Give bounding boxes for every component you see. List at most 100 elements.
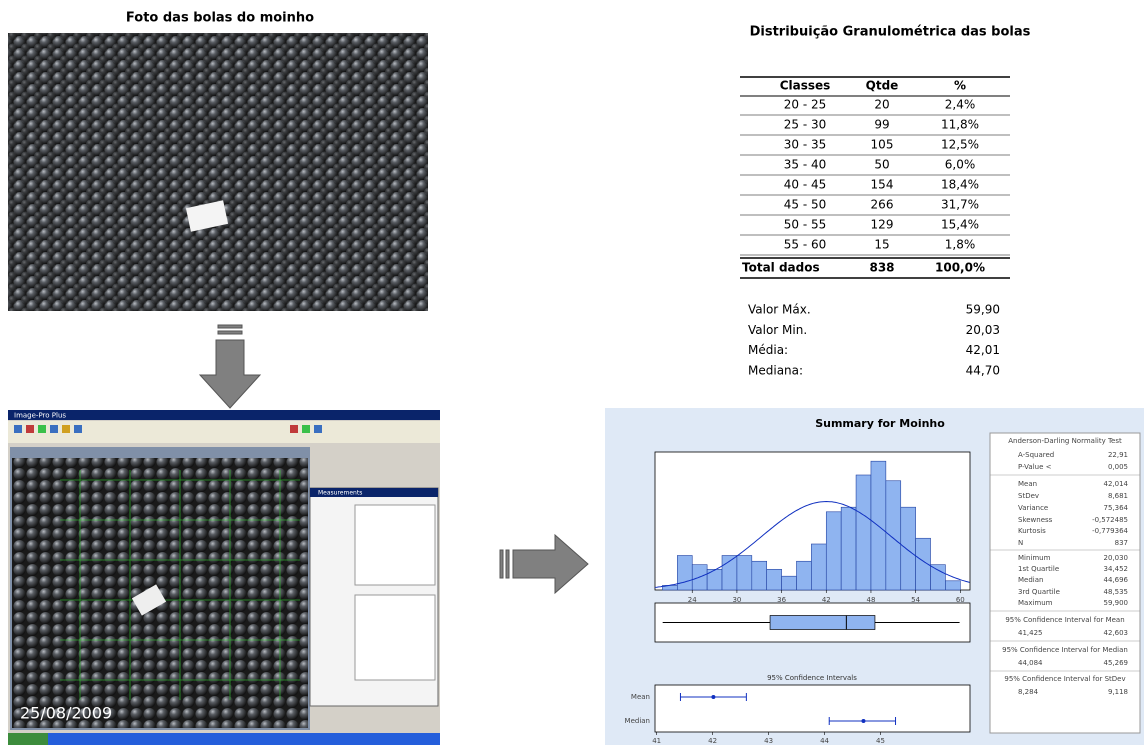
ci-frame [654, 684, 971, 733]
x-tick-label: 60 [956, 596, 965, 604]
histogram-bar [930, 564, 946, 591]
stat-value: 42,01 [966, 343, 1000, 357]
stats-text: 45,269 [1104, 659, 1129, 667]
x-tick-label: 54 [911, 596, 920, 604]
table-cell: 266 [871, 198, 894, 212]
table-cell: 11,8% [941, 118, 979, 132]
x-tick-label: 48 [866, 596, 875, 604]
stats-text: 837 [1115, 539, 1128, 547]
stats-text: 44,696 [1104, 576, 1129, 584]
histogram-bar [781, 575, 797, 591]
ci-label: Median [625, 717, 650, 725]
table-cell: 45 - 50 [784, 198, 827, 212]
normal-curve [654, 500, 970, 588]
x-tick-label: 42 [822, 596, 831, 604]
stats-text: Kurtosis [1018, 527, 1046, 535]
table-cell: 55 - 60 [784, 238, 827, 252]
summary-title: Summary for Moinho [815, 417, 945, 430]
table-cell: 25 - 30 [784, 118, 827, 132]
table-cell: 15,4% [941, 218, 979, 232]
stats-text: 9,118 [1108, 688, 1128, 696]
stats-text: 75,364 [1104, 504, 1129, 512]
histogram-bar [855, 474, 872, 591]
down-arrow [198, 324, 262, 409]
histogram-bar [811, 543, 827, 591]
stat-value: 44,70 [966, 363, 1000, 377]
stat-label: Valor Min. [748, 323, 807, 337]
stats-text: 8,284 [1018, 688, 1039, 696]
stats-text: 22,91 [1108, 451, 1128, 459]
table-cell: 31,7% [941, 198, 979, 212]
table-cell: 12,5% [941, 138, 979, 152]
stats-text: N [1018, 539, 1023, 547]
table-cell: 1,8% [945, 238, 976, 252]
photo-title: Foto das bolas do moinho [126, 11, 314, 26]
x-tick-label: 24 [688, 596, 697, 604]
stats-text: -0,572485 [1092, 516, 1128, 524]
table-header: % [954, 79, 966, 93]
x-tick-label: 43 [764, 737, 773, 745]
table-cell: 20 [874, 98, 889, 112]
stats-text: 1st Quartile [1018, 565, 1059, 573]
histogram-bar [766, 568, 782, 591]
table-cell: 20 - 25 [784, 98, 827, 112]
stats-text: 95% Confidence Interval for StDev [1004, 675, 1125, 683]
stats-text: P-Value < [1018, 463, 1052, 471]
ci-label: Mean [631, 693, 650, 701]
table-cell: 50 [874, 158, 889, 172]
x-tick-label: 45 [876, 737, 885, 745]
stats-text: 3rd Quartile [1018, 588, 1060, 596]
stats-text: 95% Confidence Interval for Median [1002, 646, 1128, 654]
table-cell: 40 - 45 [784, 178, 827, 192]
box [769, 615, 876, 630]
stats-text: 41,425 [1018, 629, 1043, 637]
histogram-bar [945, 580, 961, 591]
table: Classes Qtde % 20 - 25 20 2,4% 25 - 30 99 11,8% 3… [740, 76, 1010, 377]
ci-point [711, 695, 716, 699]
stats-text: Median [1018, 576, 1043, 584]
table-total: 838 [869, 261, 894, 275]
histogram-bar [796, 560, 812, 591]
photo-label [185, 200, 229, 232]
x-tick-label: 36 [777, 596, 786, 604]
table-cell: 105 [871, 138, 894, 152]
table-header: Qtde [866, 79, 899, 93]
photo-texture [8, 33, 428, 311]
x-tick-label: 41 [652, 737, 661, 745]
stats-text: Anderson-Darling Normality Test [1008, 437, 1122, 445]
stats-text: StDev [1018, 492, 1039, 500]
table-cell: 35 - 40 [784, 158, 827, 172]
app-title: Image-Pro Plus [14, 412, 66, 420]
stats-text: 95% Confidence Interval for Mean [1005, 616, 1124, 624]
table-cell: 2,4% [945, 98, 976, 112]
x-tick-label: 44 [820, 737, 829, 745]
screenshot: Image-Pro Plus 25/08/2009 Measurements [8, 410, 440, 745]
stats-text: Skewness [1018, 516, 1053, 524]
histogram-bar [736, 555, 753, 591]
stats-panel [989, 432, 1141, 734]
stats-text: 0,005 [1108, 463, 1128, 471]
ci-point [861, 719, 866, 723]
stats-text: 42,014 [1104, 480, 1129, 488]
stats-text: 20,030 [1104, 554, 1129, 562]
stats-text: 48,535 [1104, 588, 1129, 596]
table-cell: 99 [874, 118, 889, 132]
stats-text: A-Squared [1018, 451, 1054, 459]
stat-label: Média: [748, 343, 788, 357]
stats-text: Mean [1018, 480, 1037, 488]
stats-text: 44,084 [1018, 659, 1043, 667]
distribution-title: Distribuição Granulométrica das bolas [750, 25, 1031, 40]
stat-label: Valor Máx. [748, 303, 811, 317]
x-tick-label: 30 [732, 596, 741, 604]
ci-title: 95% Confidence Intervals [767, 674, 857, 682]
stats-text: Minimum [1018, 554, 1051, 562]
stats-text: Maximum [1018, 599, 1053, 607]
dialog-title: Measurements [318, 490, 362, 497]
histogram-bar [677, 555, 693, 591]
stat-label: Mediana: [748, 363, 803, 377]
table-total: 100,0% [935, 261, 985, 275]
stats-text: 34,452 [1104, 565, 1129, 573]
table-cell: 129 [871, 218, 894, 232]
stat-value: 20,03 [966, 323, 1000, 337]
